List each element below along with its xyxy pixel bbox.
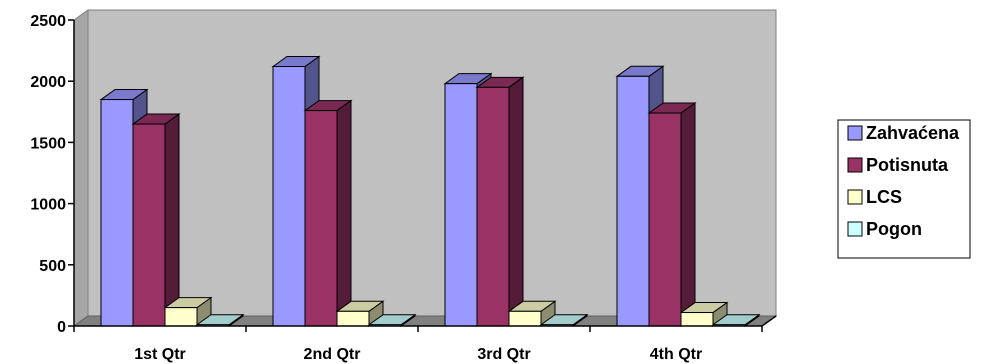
x-tick-label: 2nd Qtr xyxy=(304,346,361,363)
bar-front xyxy=(100,99,134,327)
legend-item: Zahvaćena xyxy=(847,123,960,143)
legend-swatch xyxy=(847,157,863,173)
bar xyxy=(131,113,181,327)
bar-front xyxy=(132,123,166,327)
legend-swatch xyxy=(847,189,863,205)
y-tick-label: 2000 xyxy=(30,74,66,91)
legend-swatch xyxy=(847,125,863,141)
bar-side xyxy=(508,76,524,327)
legend-label: LCS xyxy=(866,187,902,207)
bar-front xyxy=(444,83,478,327)
x-tick-label: 3rd Qtr xyxy=(477,346,530,363)
bar xyxy=(335,300,385,327)
bar-front xyxy=(164,307,198,327)
bar xyxy=(163,296,213,327)
bar-side xyxy=(164,113,180,327)
x-axis-depth-line xyxy=(761,315,777,327)
bar-front xyxy=(508,310,542,327)
bar-front xyxy=(616,75,650,327)
legend-swatch xyxy=(847,221,863,237)
side-wall xyxy=(73,9,89,327)
x-tick-label: 1st Qtr xyxy=(134,346,186,363)
bar xyxy=(679,301,729,327)
legend: Zahvaćena Potisnuta LCS Pogon xyxy=(837,119,971,259)
y-tick-label: 1500 xyxy=(30,135,66,152)
bars xyxy=(99,55,761,327)
y-axis: 0 500 1000 1500 2000 2500 xyxy=(30,13,75,336)
legend-label: Potisnuta xyxy=(866,155,949,175)
y-tick-label: 0 xyxy=(57,319,66,336)
bar-front xyxy=(476,86,510,327)
bar-front xyxy=(680,312,714,327)
bar xyxy=(647,102,697,327)
bar-front xyxy=(336,310,370,327)
legend-item: LCS xyxy=(847,187,902,207)
y-tick-label: 1000 xyxy=(30,197,66,214)
x-tick-label: 4th Qtr xyxy=(650,346,702,363)
y-tick-label: 500 xyxy=(39,258,66,275)
bar xyxy=(475,76,525,327)
x-axis: 1st Qtr 2nd Qtr 3rd Qtr 4th Qtr xyxy=(73,315,777,363)
legend-label: Pogon xyxy=(866,219,922,239)
bar-front xyxy=(272,66,306,327)
bar-side xyxy=(680,102,696,327)
bar xyxy=(507,300,557,327)
y-tick-label: 2500 xyxy=(30,13,66,30)
bar-side xyxy=(336,99,352,327)
legend-item: Pogon xyxy=(847,219,922,239)
bar-front xyxy=(648,112,682,327)
legend-label: Zahvaćena xyxy=(866,123,960,143)
bar-front xyxy=(304,110,338,327)
bar xyxy=(303,99,353,327)
legend-item: Potisnuta xyxy=(847,155,949,175)
